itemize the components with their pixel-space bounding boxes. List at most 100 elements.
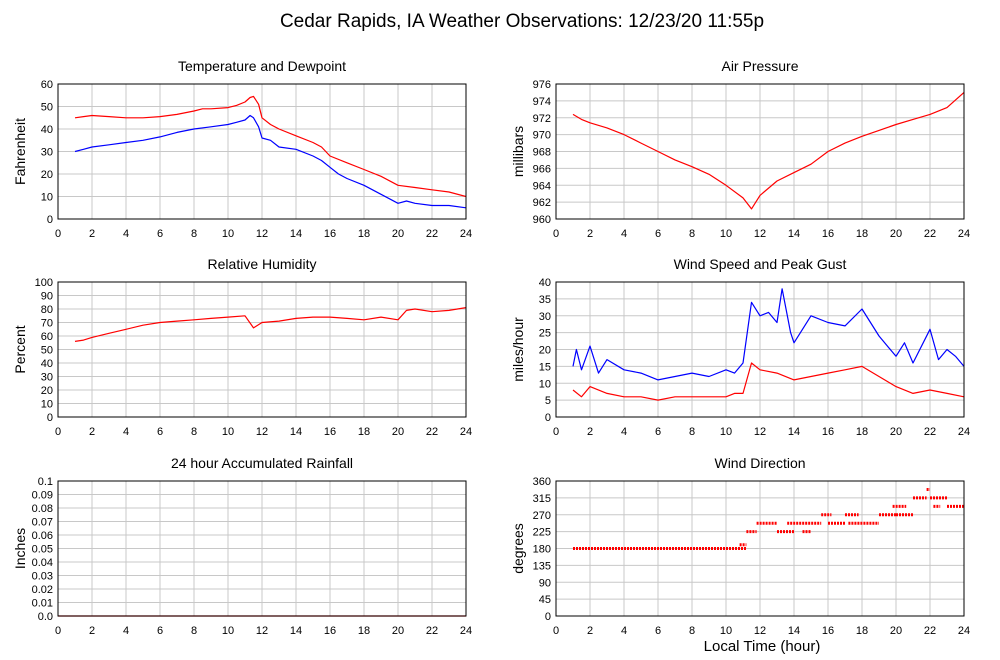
rain-xtick-label: 14 bbox=[290, 625, 302, 637]
rh-xtick-label: 18 bbox=[358, 426, 370, 438]
temp-ytick-label: 0 bbox=[47, 214, 53, 226]
rh-ytick-label: 30 bbox=[41, 372, 53, 384]
figure-title: Cedar Rapids, IA Weather Observations: 1… bbox=[280, 11, 764, 32]
pressure-ytick-label: 966 bbox=[533, 163, 551, 175]
wind-xtick-label: 24 bbox=[958, 426, 970, 438]
rh-xtick-label: 12 bbox=[256, 426, 268, 438]
wind-ytick-label: 15 bbox=[539, 361, 551, 373]
rh-ytick-label: 70 bbox=[41, 318, 53, 330]
rain-frame bbox=[57, 480, 467, 617]
wind-ytick-label: 25 bbox=[539, 328, 551, 340]
wdir-ytick-label: 225 bbox=[533, 527, 551, 539]
rh-xtick-label: 8 bbox=[191, 426, 197, 438]
rh-ytick-label: 100 bbox=[35, 277, 53, 289]
wdir-xtick-label: 20 bbox=[890, 625, 902, 637]
temp-xtick-label: 8 bbox=[191, 228, 197, 240]
pressure-title: Air Pressure bbox=[721, 58, 798, 74]
pressure-xtick-label: 24 bbox=[958, 228, 970, 240]
temp-frame bbox=[57, 83, 467, 220]
rh-xtick-label: 22 bbox=[426, 426, 438, 438]
pressure-xtick-label: 0 bbox=[553, 228, 559, 240]
temp-xtick-label: 24 bbox=[460, 228, 472, 240]
rh-ytick-label: 20 bbox=[41, 385, 53, 397]
wdir-ytick-label: 90 bbox=[539, 577, 551, 589]
rh-xtick-label: 4 bbox=[123, 426, 129, 438]
wdir-xtick-label: 6 bbox=[655, 625, 661, 637]
pressure-xtick-label: 12 bbox=[754, 228, 766, 240]
pressure-xtick-label: 16 bbox=[822, 228, 834, 240]
rain-ytick-label: 0.06 bbox=[32, 530, 53, 542]
pressure-xtick-label: 14 bbox=[788, 228, 800, 240]
rh-xtick-label: 6 bbox=[157, 426, 163, 438]
temp-ytick-label: 10 bbox=[41, 192, 53, 204]
rain-title: 24 hour Accumulated Rainfall bbox=[171, 455, 353, 471]
wdir-xtick-label: 10 bbox=[720, 625, 732, 637]
temp-y-axis-label: Fahrenheit bbox=[12, 118, 28, 185]
wind-xtick-label: 22 bbox=[924, 426, 936, 438]
rain-ytick-label: 0.05 bbox=[32, 544, 53, 556]
wind-ytick-label: 35 bbox=[539, 294, 551, 306]
wind-xtick-label: 0 bbox=[553, 426, 559, 438]
rh-xtick-label: 10 bbox=[222, 426, 234, 438]
pressure-series-group bbox=[572, 91, 964, 210]
temp-ytick-label: 40 bbox=[41, 124, 53, 136]
rain-xtick-label: 12 bbox=[256, 625, 268, 637]
rain-ytick-label: 0.01 bbox=[32, 598, 53, 610]
temp-series-1-line bbox=[74, 114, 466, 209]
wind-xtick-label: 6 bbox=[655, 426, 661, 438]
wdir-ytick-label: 315 bbox=[533, 493, 551, 505]
pressure-ytick-label: 968 bbox=[533, 147, 551, 159]
temp-ytick-label: 60 bbox=[41, 79, 53, 91]
rh-y-axis-label: Percent bbox=[12, 325, 28, 373]
wind-ytick-label: 30 bbox=[539, 311, 551, 323]
pressure-ytick-label: 964 bbox=[533, 180, 551, 192]
temp-xtick-label: 22 bbox=[426, 228, 438, 240]
wind-xtick-label: 14 bbox=[788, 426, 800, 438]
wind-xtick-label: 8 bbox=[689, 426, 695, 438]
pressure-ytick-label: 972 bbox=[533, 113, 551, 125]
temp-xtick-label: 14 bbox=[290, 228, 302, 240]
wind-ytick-label: 10 bbox=[539, 378, 551, 390]
pressure-xtick-label: 22 bbox=[924, 228, 936, 240]
temp-title: Temperature and Dewpoint bbox=[178, 58, 346, 74]
wdir-xtick-label: 14 bbox=[788, 625, 800, 637]
wdir-y-axis-label: degrees bbox=[510, 523, 526, 574]
wdir-ytick-label: 45 bbox=[539, 594, 551, 606]
wdir-xtick-label: 18 bbox=[856, 625, 868, 637]
temp-xtick-label: 6 bbox=[157, 228, 163, 240]
wind-xtick-label: 16 bbox=[822, 426, 834, 438]
rain-ytick-label: 0.08 bbox=[32, 503, 53, 515]
temp-ytick-label: 20 bbox=[41, 169, 53, 181]
wdir-ytick-label: 0 bbox=[545, 611, 551, 623]
wind-y-axis-label: miles/hour bbox=[510, 317, 526, 382]
rain-ytick-label: 0.0 bbox=[38, 611, 53, 623]
rh-xtick-label: 16 bbox=[324, 426, 336, 438]
rh-ytick-label: 40 bbox=[41, 358, 53, 370]
pressure-xtick-label: 20 bbox=[890, 228, 902, 240]
wdir-ytick-label: 135 bbox=[533, 560, 551, 572]
pressure-ytick-label: 974 bbox=[533, 96, 551, 108]
rh-frame bbox=[57, 281, 467, 418]
wdir-series-group bbox=[573, 487, 964, 550]
rain-xtick-label: 22 bbox=[426, 625, 438, 637]
rh-xtick-label: 2 bbox=[89, 426, 95, 438]
x-axis-label: Local Time (hour) bbox=[704, 638, 821, 655]
wind-series-1-line bbox=[572, 362, 964, 401]
rh-ytick-label: 10 bbox=[41, 399, 53, 411]
rain-xtick-label: 2 bbox=[89, 625, 95, 637]
wind-xtick-label: 4 bbox=[621, 426, 627, 438]
rain-ytick-label: 0.1 bbox=[38, 476, 53, 488]
rain-xtick-label: 6 bbox=[157, 625, 163, 637]
wdir-xtick-label: 24 bbox=[958, 625, 970, 637]
temp-xtick-label: 4 bbox=[123, 228, 129, 240]
wind-ytick-label: 20 bbox=[539, 345, 551, 357]
rain-ytick-label: 0.02 bbox=[32, 584, 53, 596]
temp-xtick-label: 12 bbox=[256, 228, 268, 240]
rh-ytick-label: 50 bbox=[41, 345, 53, 357]
pressure-y-axis-label: millibars bbox=[510, 126, 526, 177]
